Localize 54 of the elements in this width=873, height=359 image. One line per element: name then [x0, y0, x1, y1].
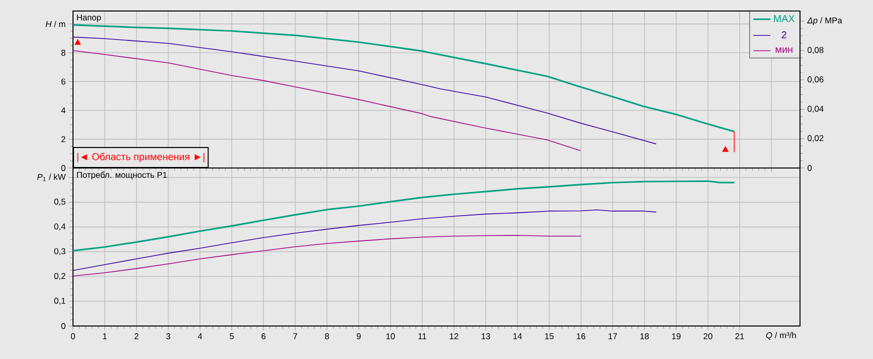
- y-tick-label: 8: [61, 50, 66, 56]
- x-tick-label: 12: [450, 333, 458, 340]
- x-tick-label: 13: [482, 333, 490, 340]
- x-tick-label: 20: [704, 333, 712, 340]
- y-tick-label: 0,4: [54, 223, 66, 230]
- y-tick-label: 6: [61, 78, 66, 85]
- x-tick-label: 8: [325, 333, 329, 340]
- x-tick-label: 5: [230, 333, 234, 340]
- x-tick-label: 3: [166, 333, 170, 340]
- line-series: [72, 180, 736, 252]
- line-series: [72, 50, 581, 151]
- y-tick-label: 0,5: [54, 198, 66, 206]
- x-tick-label: 2: [134, 333, 138, 340]
- y2-tick-label: 0,02: [808, 135, 824, 142]
- y2-tick-label: 0,06: [808, 76, 824, 84]
- y-tick-label: P$_{1}$ / kW: [37, 174, 66, 182]
- x-tick-label: 4: [198, 333, 202, 340]
- legend-label: MAX: [774, 15, 795, 22]
- x-tick-label: 18: [640, 333, 649, 340]
- line-series: [72, 209, 657, 271]
- x-tick-label: 9: [356, 333, 361, 340]
- legend-label: 2: [782, 31, 786, 38]
- x-tick-label: 17: [608, 333, 617, 340]
- x-tick-label: 11: [418, 333, 426, 340]
- y2-tick-label: Δp / MPa: [807, 17, 842, 26]
- x-tick-label: 16: [576, 333, 586, 340]
- line-series: [72, 234, 582, 276]
- legend-label: мин: [776, 47, 792, 53]
- x-tick-label: 0: [70, 333, 76, 340]
- annotation: Напор: [77, 14, 101, 22]
- line-series: [72, 24, 736, 132]
- x-tick-label: 7: [293, 333, 298, 340]
- x-tick-label: 14: [513, 333, 522, 340]
- annotation: Потребл. мощность P1: [77, 172, 167, 180]
- x-tick-label: 10: [386, 333, 395, 340]
- line-series: [72, 36, 657, 144]
- y-tick-label: 4: [61, 107, 66, 114]
- x-tick-label: 6: [262, 333, 266, 340]
- x-tick-label: 1: [103, 333, 107, 340]
- annotation: |◄ Область применения ►|: [77, 152, 204, 162]
- x-tick-label: 15: [545, 333, 554, 340]
- y-tick-label: 2: [61, 136, 66, 142]
- y2-tick-label: 0,08: [808, 47, 824, 54]
- y-tick-label: 0: [61, 165, 66, 171]
- y-tick-label: 0,2: [54, 272, 66, 280]
- x-axis-title: Q / m³/h: [766, 332, 796, 340]
- y2-tick-label: 0,04: [808, 106, 824, 113]
- x-tick-label: 19: [672, 333, 681, 340]
- x-tick-label: 21: [735, 333, 744, 340]
- y-tick-label: 0,1: [54, 298, 66, 305]
- y2-tick-label: 0: [808, 165, 812, 171]
- y-tick-label: 0: [61, 323, 66, 329]
- y-tick-label: 0,3: [54, 248, 66, 256]
- y-tick-label: H / m: [46, 20, 66, 28]
